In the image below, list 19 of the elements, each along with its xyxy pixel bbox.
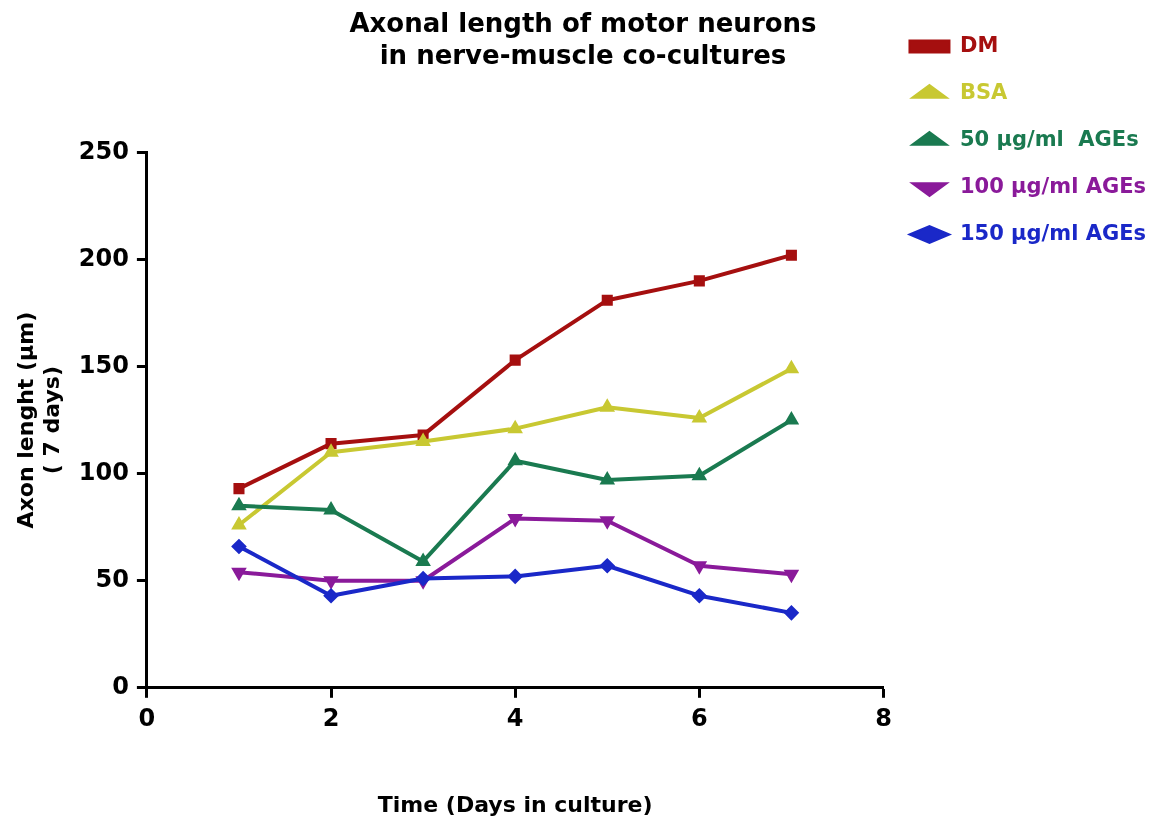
- y-tick-label: 250: [78, 136, 129, 165]
- y-tick-label: 200: [78, 243, 129, 272]
- legend-label: 100 μg/ml AGEs: [959, 173, 1146, 198]
- legend-label: 50 μg/ml AGEs: [959, 126, 1139, 151]
- y-tick-label: 100: [78, 457, 129, 486]
- legend-label: 150 μg/ml AGEs: [959, 220, 1146, 245]
- x-axis-title: Time (Days in culture): [377, 791, 653, 817]
- legend-label: DM: [959, 32, 999, 57]
- chart-title: Axonal length of motor neurons in nerve-muscle co-cultures: [349, 8, 817, 70]
- x-tick-label: 6: [690, 704, 708, 733]
- y-axis-title: Axon lenght (μm) ( 7 days): [12, 311, 65, 529]
- legend-label: BSA: [959, 79, 1009, 104]
- y-tick-label: 150: [78, 350, 129, 379]
- y-tick-label: 0: [112, 672, 129, 701]
- x-tick-label: 8: [875, 704, 892, 733]
- x-tick-label: 2: [322, 704, 340, 733]
- x-tick-label: 0: [138, 704, 156, 733]
- y-tick-label: 50: [95, 564, 129, 593]
- x-tick-label: 4: [506, 704, 524, 733]
